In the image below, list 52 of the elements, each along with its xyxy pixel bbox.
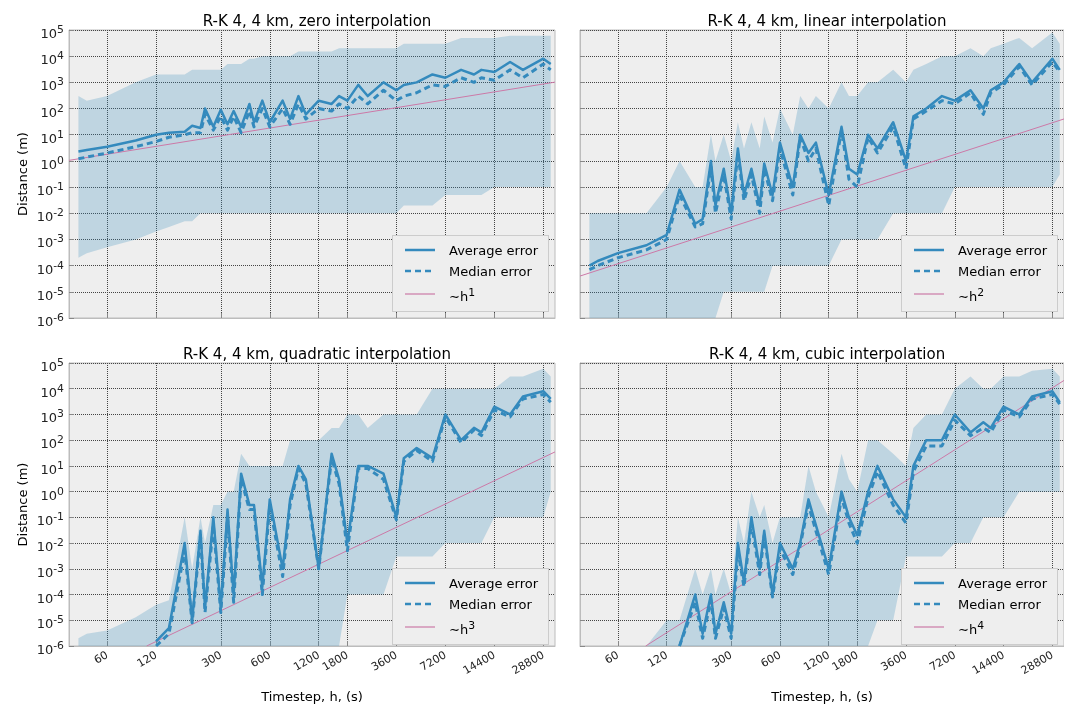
x-tick-label: 60 [602,648,622,667]
y-tick-label: 10$^{-3}$ [36,560,64,583]
y-axis-title: Distance (m) [15,462,30,547]
x-tick-label: 120 [645,648,670,671]
y-tick-label: 10$^{4}$ [40,380,64,403]
y-axis-title: Distance (m) [15,132,30,216]
legend-label: Median error [449,262,532,281]
y-tick-label: 10$^{-6}$ [36,638,64,660]
y-tick-label: 10$^{-2}$ [36,535,64,557]
y-tick-label: 10$^{2}$ [40,432,64,454]
y-tick-label: 10$^{-2}$ [36,205,64,227]
y-tick-label: 10$^{3}$ [40,406,64,428]
chart-title: R-K 4, 4 km, linear interpolation [707,11,947,30]
legend-label: Median error [958,595,1041,614]
y-tick-label: 10$^{-4}$ [36,257,64,279]
y-tick-label: 10$^{5}$ [40,355,64,377]
chart-title: R-K 4, 4 km, zero interpolation [202,11,432,30]
x-tick-label: 300 [709,648,735,671]
y-tick-label: 10$^{-6}$ [36,310,64,332]
x-axis-title: Timestep, h, (s) [260,689,363,704]
x-tick-label: 600 [248,648,274,671]
legend-label: ∼h$^{3}$ [449,617,476,639]
legend-label: Average error [958,241,1047,260]
x-tick-label: 600 [758,648,784,671]
x-tick-label: 300 [199,648,225,671]
y-tick-label: 10$^{-1}$ [36,179,64,201]
y-tick-label: 10$^{2}$ [40,100,64,122]
legend-label: Median error [958,262,1041,281]
y-tick-label: 10$^{3}$ [40,74,64,96]
legend-label: Average error [449,574,538,593]
legend-label: Median error [449,595,532,614]
legend-label: ∼h$^{1}$ [449,284,476,306]
y-tick-label: 10$^{0}$ [40,152,64,175]
chart-title: R-K 4, 4 km, cubic interpolation [708,344,946,363]
y-tick-label: 10$^{-3}$ [36,231,64,253]
legend-label: ∼h$^{2}$ [958,284,985,306]
chart-title: R-K 4, 4 km, quadratic interpolation [183,344,451,363]
x-tick-label: 60 [91,648,111,667]
y-tick-label: 10$^{1}$ [40,457,64,480]
y-tick-label: 10$^{1}$ [40,126,64,149]
y-tick-label: 10$^{-4}$ [36,586,64,608]
x-tick-label: 120 [134,648,160,671]
y-tick-label: 10$^{0}$ [40,483,64,505]
y-tick-label: 10$^{-5}$ [36,283,64,306]
legend-label: ∼h$^{4}$ [958,617,985,639]
legend-label: Average error [958,574,1047,593]
y-tick-label: 10$^{-5}$ [36,612,64,634]
x-axis-title: Timestep, h, (s) [770,689,873,704]
y-tick-label: 10$^{-1}$ [36,509,64,531]
legend-label: Average error [449,241,538,260]
y-tick-label: 10$^{5}$ [40,22,64,44]
y-tick-label: 10$^{4}$ [40,48,64,70]
